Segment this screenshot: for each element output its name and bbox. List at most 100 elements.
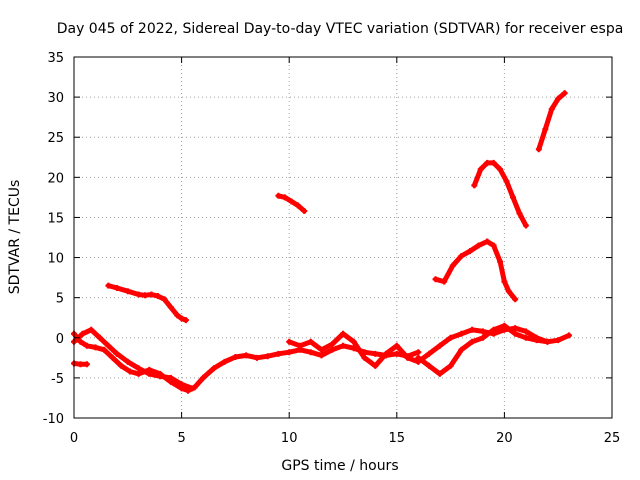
data-point	[340, 330, 346, 337]
series-line	[105, 283, 189, 323]
data-point	[189, 385, 196, 392]
ticks: 0 5 10 15 20 25 -10 -5 0 5 10 15 20 25 30 35	[43, 51, 621, 446]
data-point	[516, 210, 523, 217]
data-point	[105, 342, 112, 349]
data-point	[281, 194, 288, 201]
x-tick-label: 20	[496, 431, 513, 446]
data-point	[77, 361, 84, 368]
series-arc-evening-a	[432, 238, 519, 303]
data-point	[318, 346, 325, 353]
data-point	[154, 293, 161, 300]
data-point	[436, 342, 443, 349]
data-point	[307, 338, 314, 345]
data-point	[275, 192, 282, 199]
series-group	[71, 90, 572, 394]
data-point	[135, 291, 142, 298]
data-point	[522, 328, 529, 335]
data-point	[361, 354, 368, 361]
data-point	[426, 362, 433, 369]
series-line	[71, 327, 195, 391]
data-point	[393, 350, 400, 357]
data-point	[503, 178, 510, 185]
y-tick-label: 25	[47, 131, 64, 146]
y-tick-label: 15	[47, 211, 64, 226]
data-point	[415, 349, 422, 356]
data-point	[157, 373, 164, 380]
data-point	[479, 328, 486, 335]
data-point	[477, 166, 484, 173]
data-point	[512, 296, 519, 303]
y-tick-label: 5	[56, 292, 64, 307]
data-point	[466, 248, 473, 255]
data-point	[449, 262, 456, 269]
data-point	[393, 342, 400, 349]
x-tick-label: 0	[70, 431, 78, 446]
x-tick-label: 15	[389, 431, 406, 446]
series-arc-evening-b	[471, 159, 529, 229]
data-point	[535, 146, 542, 153]
series-arc-morning	[105, 282, 189, 324]
data-point	[101, 346, 108, 353]
series-arc-midday	[275, 192, 308, 215]
x-axis-label: GPS time / hours	[281, 458, 398, 474]
data-point	[484, 238, 491, 245]
data-point	[329, 346, 336, 353]
data-point	[77, 338, 84, 345]
y-tick-label: 10	[47, 252, 64, 267]
x-tick-label: 5	[177, 431, 185, 446]
data-point	[124, 358, 131, 365]
data-point	[109, 354, 116, 361]
data-point	[542, 126, 549, 133]
data-point	[275, 350, 282, 357]
x-tick-label: 25	[604, 431, 621, 446]
data-point	[243, 352, 250, 359]
data-point	[471, 182, 478, 189]
data-point	[475, 242, 482, 249]
data-point	[458, 330, 465, 337]
data-point	[340, 342, 346, 349]
data-point	[126, 368, 133, 375]
data-point	[253, 354, 260, 361]
data-point	[296, 342, 303, 349]
y-tick-label: 30	[47, 91, 64, 106]
data-point	[182, 317, 189, 324]
x-tick-label: 10	[281, 431, 298, 446]
data-point	[479, 334, 486, 341]
data-point	[301, 208, 308, 215]
data-point	[135, 365, 142, 372]
data-point	[114, 285, 121, 292]
data-point	[83, 342, 90, 349]
data-point	[79, 330, 86, 337]
data-point	[512, 330, 519, 337]
data-point	[329, 341, 336, 348]
data-point	[286, 349, 293, 356]
data-point	[167, 374, 174, 381]
data-point	[501, 322, 508, 329]
y-axis-label: SDTVAR / TECUs	[7, 180, 23, 295]
data-point	[114, 350, 121, 357]
data-point	[294, 202, 301, 209]
data-point	[469, 338, 476, 345]
chart-title: Day 045 of 2022, Sidereal Day-to-day VTE…	[57, 21, 624, 37]
data-point	[142, 292, 149, 299]
data-point	[522, 222, 529, 229]
data-point	[426, 350, 433, 357]
data-point	[135, 370, 142, 377]
data-point	[288, 198, 295, 205]
grid	[74, 57, 612, 418]
data-point	[404, 354, 411, 361]
data-point	[561, 90, 568, 97]
data-point	[441, 278, 448, 285]
data-point	[286, 338, 293, 345]
y-tick-label: 35	[47, 51, 64, 66]
data-point	[146, 370, 153, 377]
data-point	[383, 350, 390, 357]
data-point	[92, 344, 99, 351]
data-point	[105, 282, 112, 289]
data-point	[533, 337, 540, 344]
data-point	[469, 326, 476, 333]
data-point	[350, 338, 357, 345]
data-point	[232, 354, 239, 361]
data-point	[447, 362, 454, 369]
